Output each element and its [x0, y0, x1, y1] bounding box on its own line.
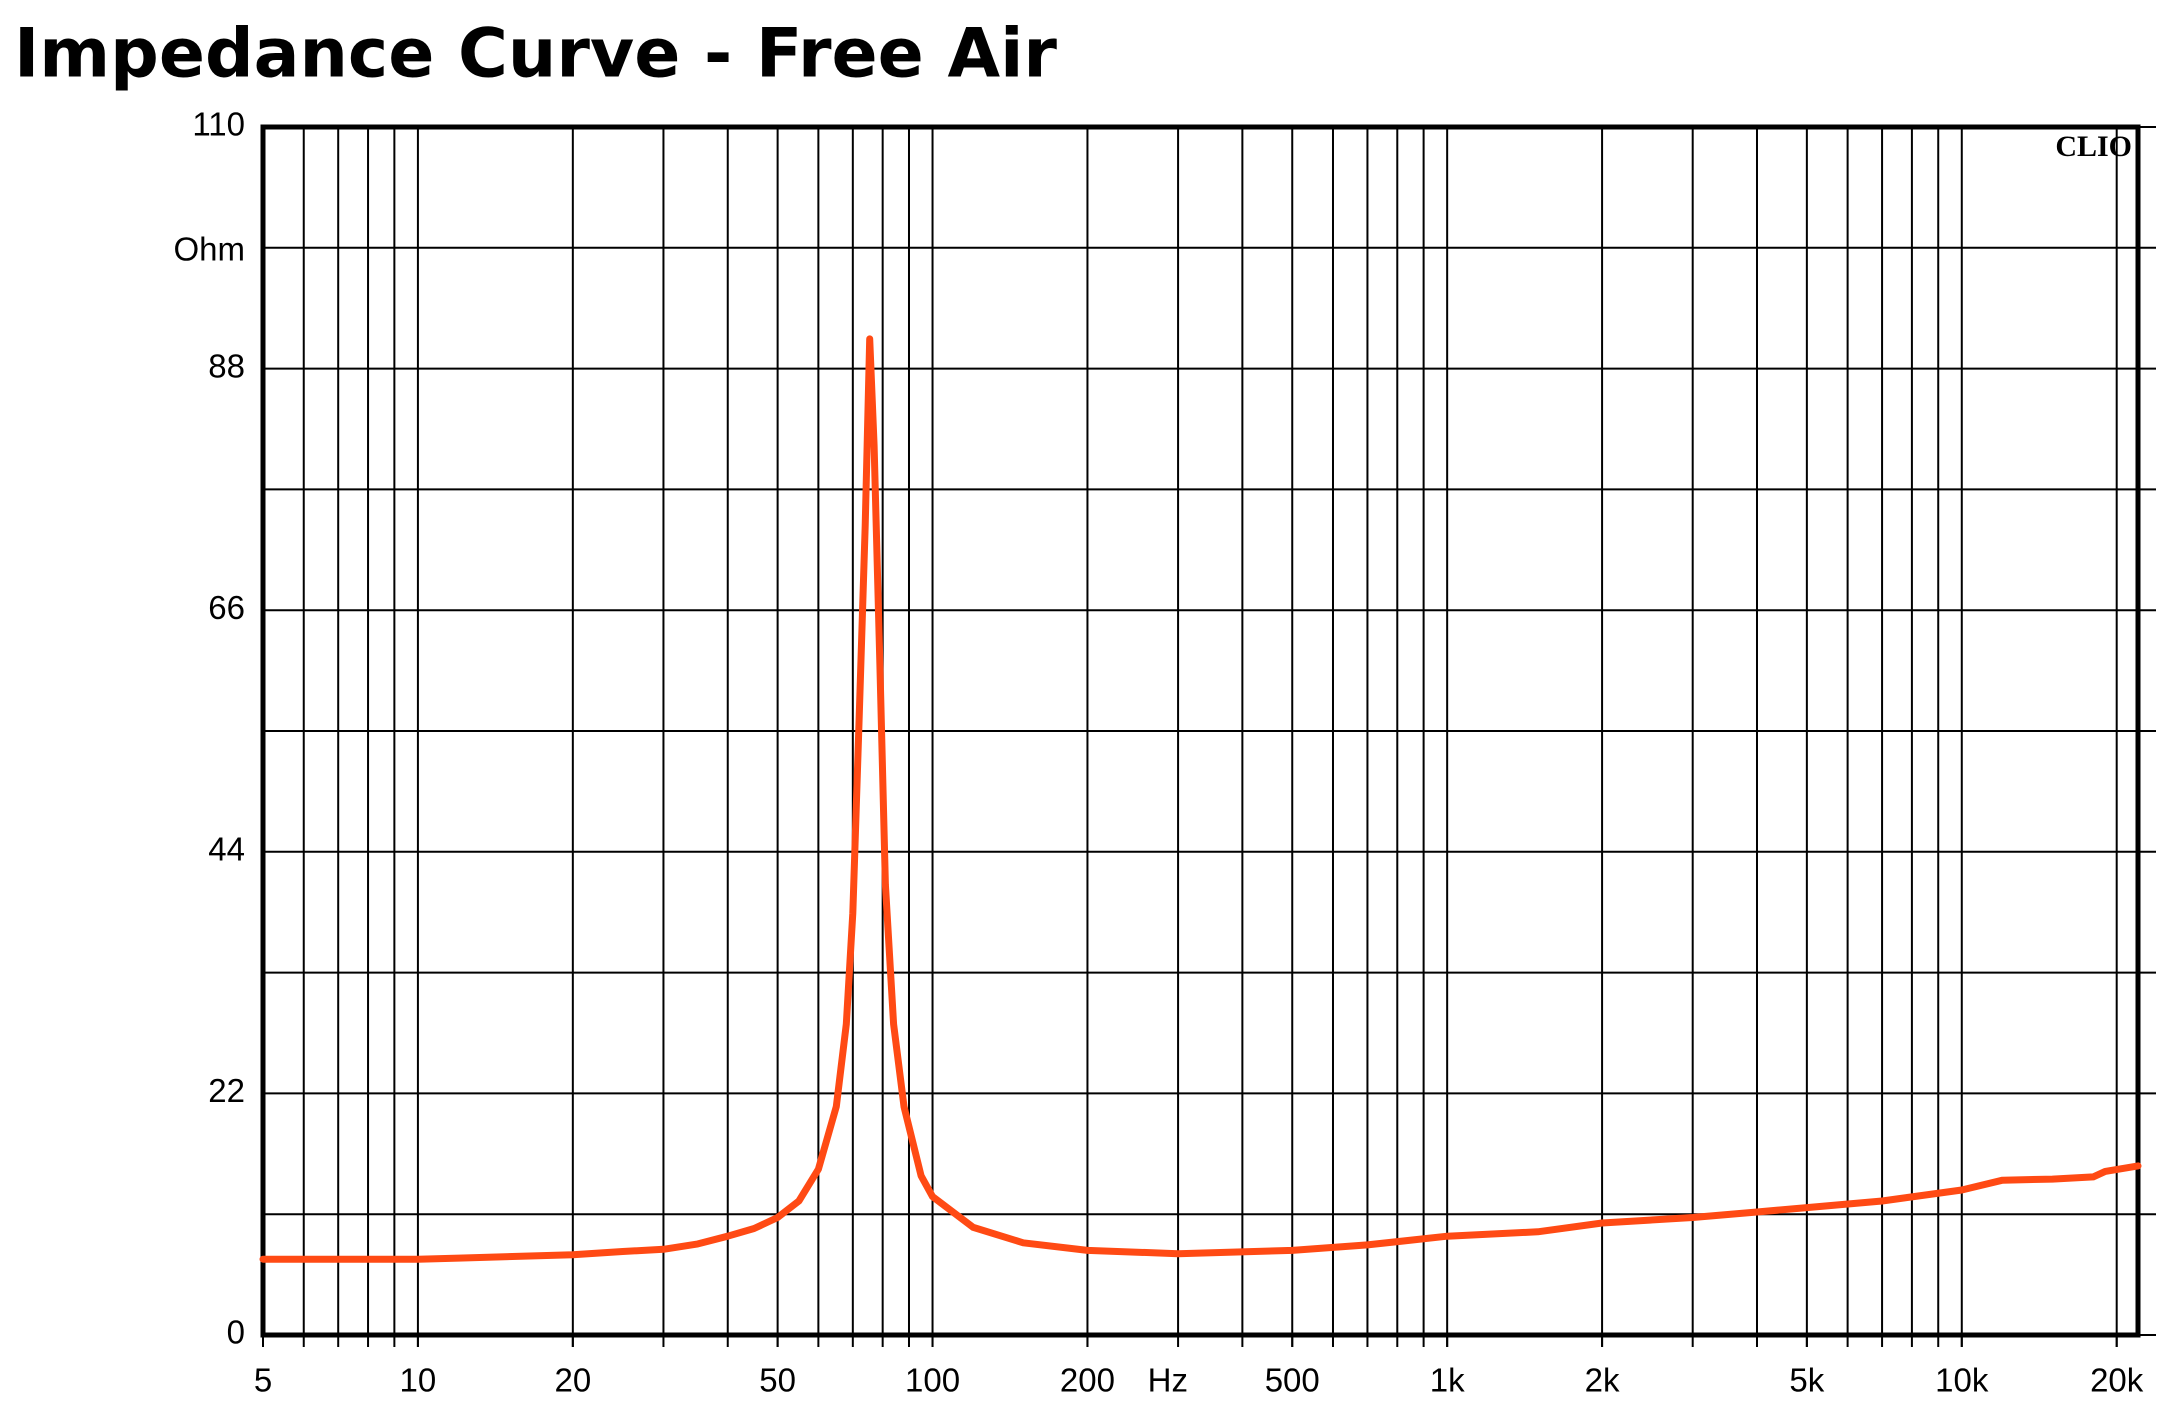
y-axis-label: Ohm [173, 231, 245, 268]
x-tick-label: 200 [1060, 1362, 1115, 1399]
x-tick-label: 100 [905, 1362, 960, 1399]
x-tick-label: 20k [2090, 1362, 2144, 1399]
x-axis-label: Hz [1148, 1362, 1188, 1399]
x-tick-label: 5k [1789, 1362, 1824, 1399]
x-tick-label: 2k [1585, 1362, 1620, 1399]
y-tick-label: 0 [227, 1314, 245, 1351]
chart-title: Impedance Curve - Free Air [14, 15, 1057, 94]
x-tick-label: 10k [1935, 1362, 1989, 1399]
line [259, 335, 2142, 1263]
x-tick-label: 10 [400, 1362, 437, 1399]
x-tick-label: 1k [1430, 1362, 1465, 1399]
plot-frame [260, 124, 2141, 1338]
y-tick-label: 66 [208, 589, 245, 626]
x-tick-label: 5 [254, 1362, 272, 1399]
y-tick-label: 44 [208, 831, 245, 868]
y-tick-label: 22 [208, 1072, 245, 1109]
y-tick-label: 110 [192, 106, 245, 143]
watermark: CLIO [2055, 130, 2132, 163]
y-tick-label: 88 [208, 347, 245, 384]
x-tick-label: 50 [759, 1362, 796, 1399]
x-tick-label: 20 [554, 1362, 591, 1399]
x-tick-label: 500 [1265, 1362, 1320, 1399]
